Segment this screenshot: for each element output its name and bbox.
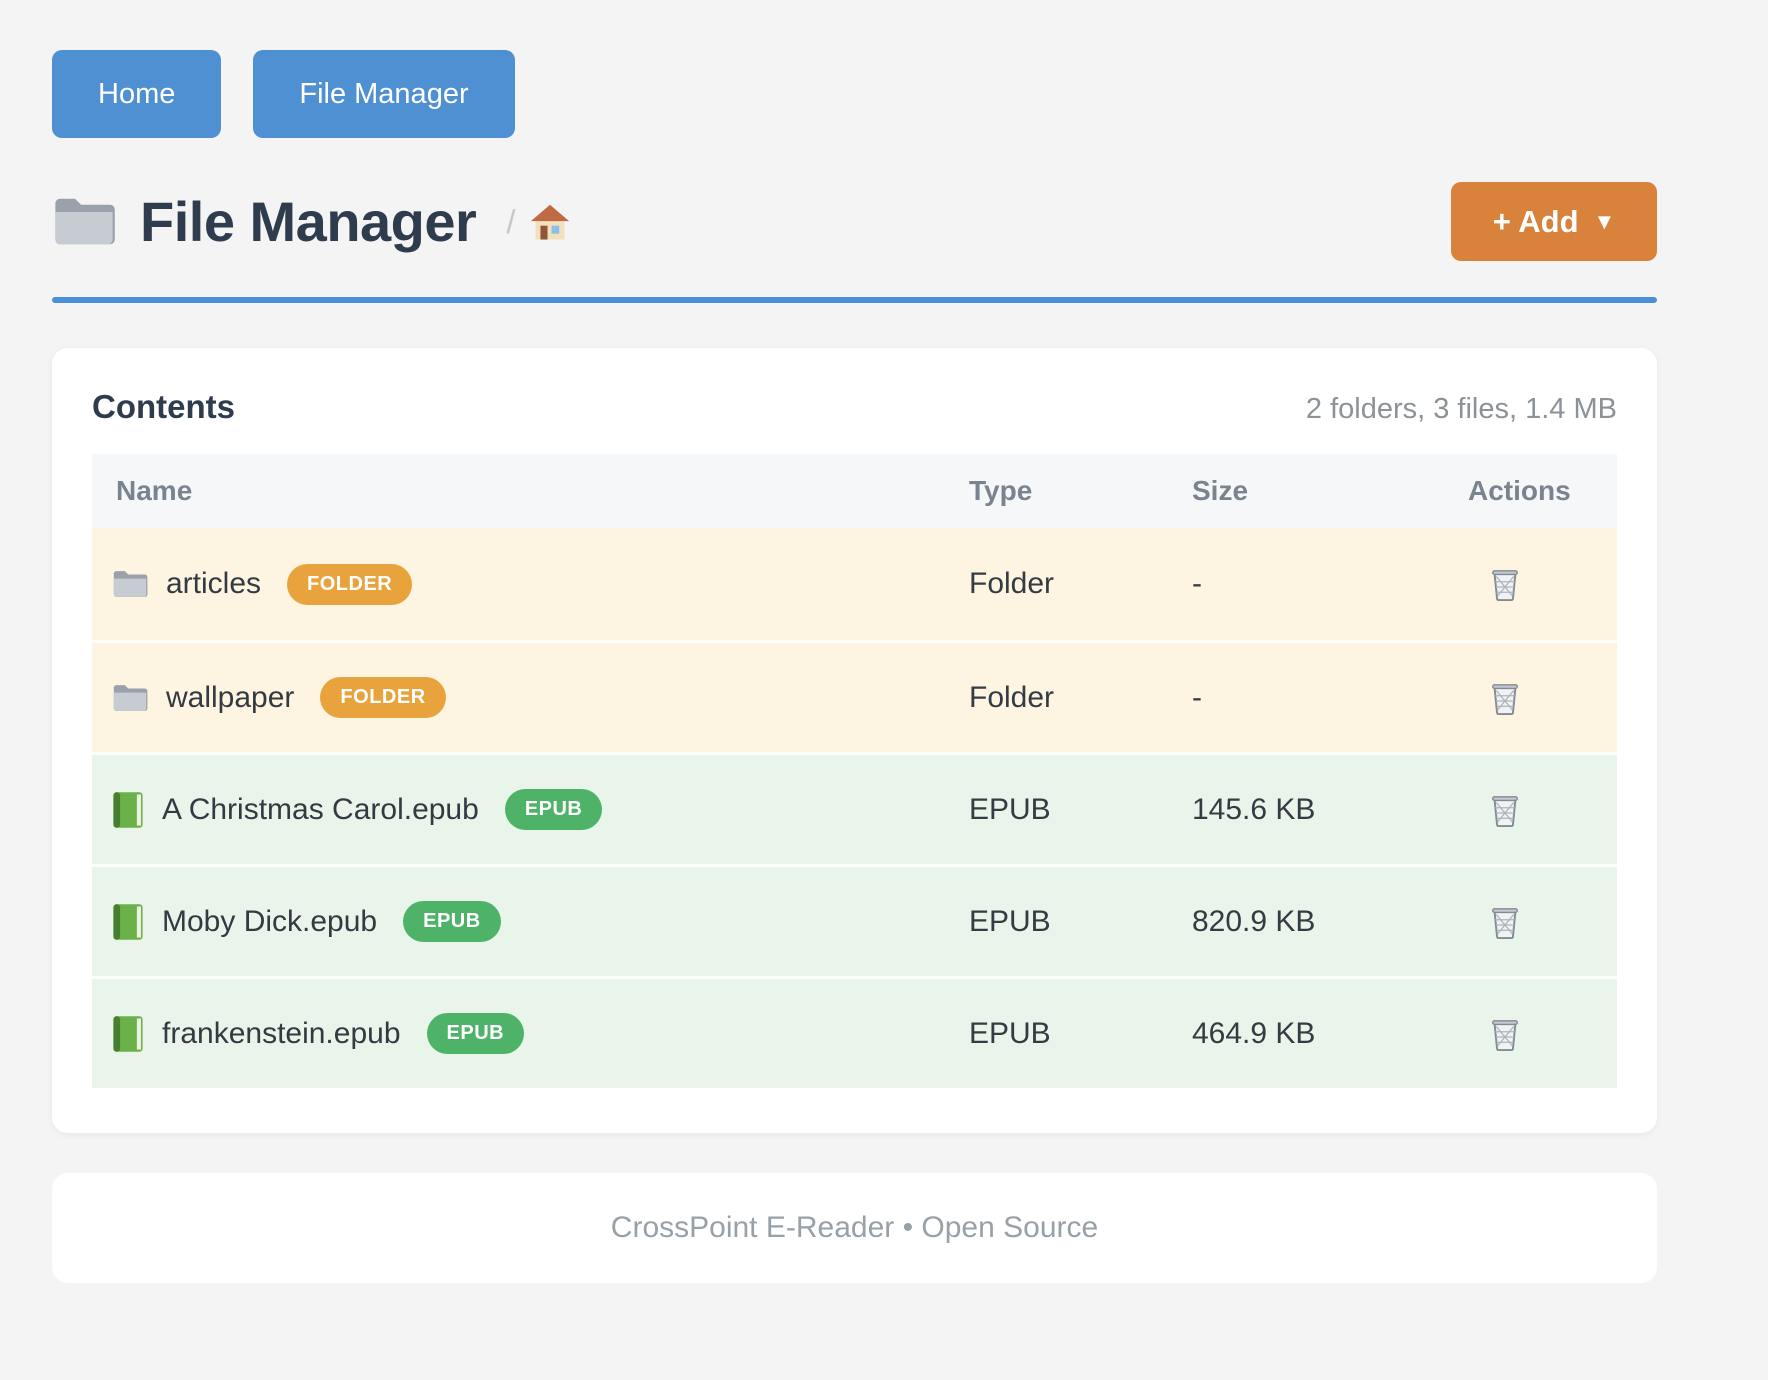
type-cell: EPUB (969, 864, 1192, 976)
status-badge: FOLDER (320, 677, 446, 718)
home-icon (530, 203, 570, 241)
size-cell: 464.9 KB (1192, 976, 1468, 1088)
status-badge: EPUB (504, 789, 603, 830)
file-name: articles (166, 567, 262, 600)
size-cell: 145.6 KB (1192, 752, 1468, 864)
breadcrumb-home[interactable] (530, 203, 570, 241)
contents-card: Contents 2 folders, 3 files, 1.4 MB Name… (52, 348, 1657, 1133)
file-name: frankenstein.epub (162, 1016, 401, 1050)
trash-icon (1490, 793, 1520, 827)
size-cell: 820.9 KB (1192, 864, 1468, 976)
table-header-row: Name Type Size Actions (92, 454, 1617, 528)
delete-button[interactable] (1490, 567, 1520, 601)
add-button[interactable]: + Add ▼ (1451, 182, 1657, 261)
nav-file-manager-button[interactable]: File Manager (253, 50, 515, 138)
column-header-name: Name (92, 454, 969, 528)
folder-icon (112, 683, 148, 713)
column-header-actions: Actions (1468, 454, 1617, 528)
contents-summary: 2 folders, 3 files, 1.4 MB (1305, 393, 1617, 425)
folder-icon (112, 569, 148, 599)
table-row[interactable]: A Christmas Carol.epub EPUB EPUB 145.6 K… (92, 752, 1617, 864)
status-badge: EPUB (403, 901, 501, 942)
trash-icon (1490, 1017, 1520, 1051)
size-cell: - (1192, 640, 1468, 752)
page-header: File Manager / + Add ▼ (52, 182, 1657, 261)
page-container: Home File Manager File Manager / (52, 0, 1657, 1283)
title-group: File Manager / (52, 189, 570, 254)
add-button-label: + Add (1492, 203, 1579, 239)
footer-card: CrossPoint E-Reader • Open Source (52, 1173, 1657, 1283)
status-badge: EPUB (426, 1013, 525, 1054)
trash-icon (1490, 567, 1520, 601)
nav-home-button[interactable]: Home (52, 50, 222, 138)
footer-text: CrossPoint E-Reader • Open Source (610, 1211, 1099, 1244)
table-row[interactable]: wallpaper FOLDER Folder - (92, 640, 1617, 752)
type-cell: Folder (969, 528, 1192, 640)
table-row[interactable]: Moby Dick.epub EPUB EPUB 820.9 KB (92, 864, 1617, 976)
breadcrumb-separator: / (506, 202, 516, 240)
book-icon (112, 1015, 144, 1053)
book-icon (112, 903, 144, 941)
type-cell: Folder (969, 640, 1192, 752)
delete-button[interactable] (1490, 905, 1520, 939)
size-cell: - (1192, 528, 1468, 640)
type-cell: EPUB (969, 752, 1192, 864)
card-title: Contents (92, 388, 235, 425)
status-badge: FOLDER (287, 563, 413, 605)
trash-icon (1490, 681, 1520, 715)
page-title: File Manager (140, 190, 477, 253)
file-name: wallpaper (166, 680, 295, 714)
column-header-size: Size (1192, 454, 1468, 528)
book-icon (112, 791, 144, 829)
trash-icon (1490, 905, 1520, 939)
file-table: Name Type Size Actions a (92, 454, 1617, 1088)
top-nav: Home File Manager (52, 0, 1657, 138)
delete-button[interactable] (1490, 793, 1520, 827)
chevron-down-icon: ▼ (1593, 208, 1616, 234)
table-row[interactable]: articles FOLDER Folder - (92, 528, 1617, 640)
file-name: Moby Dick.epub (162, 904, 378, 938)
delete-button[interactable] (1490, 1017, 1520, 1051)
card-header: Contents 2 folders, 3 files, 1.4 MB (92, 388, 1617, 426)
table-row[interactable]: frankenstein.epub EPUB EPUB 464.9 KB (92, 976, 1617, 1088)
folder-icon (52, 195, 116, 248)
delete-button[interactable] (1490, 681, 1520, 715)
type-cell: EPUB (969, 976, 1192, 1088)
file-name: A Christmas Carol.epub (162, 792, 479, 826)
column-header-type: Type (969, 454, 1192, 528)
header-divider (52, 297, 1657, 303)
